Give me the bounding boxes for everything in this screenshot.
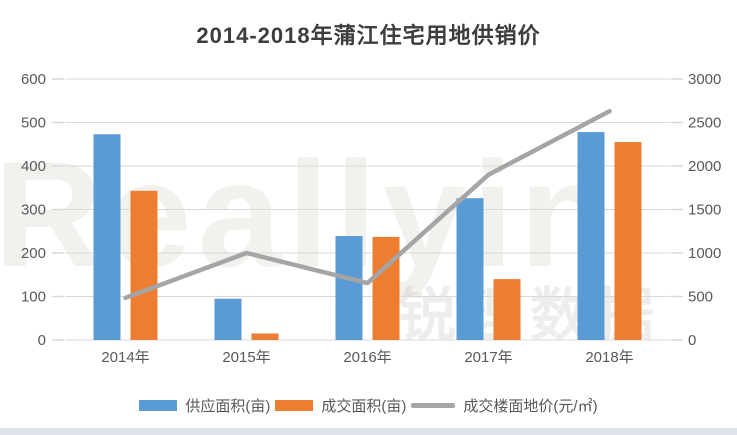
bar-deal-2016年 <box>372 236 400 340</box>
legend-item-floor-price: 成交楼面地价(元/㎡) <box>411 395 598 416</box>
x-axis-label-2016年: 2016年 <box>343 349 391 366</box>
right-axis-label: 1000 <box>688 245 721 262</box>
bottom-strip <box>0 428 737 435</box>
legend-swatch-floor-price <box>411 403 456 408</box>
legend-label-floor-price: 成交楼面地价(元/㎡) <box>463 398 598 415</box>
right-axis-label: 2500 <box>688 115 721 132</box>
x-axis-label-2015年: 2015年 <box>222 349 270 366</box>
right-axis-label: 1500 <box>688 202 721 219</box>
left-axis-label: 0 <box>38 332 46 349</box>
legend-swatch-supply-area <box>139 400 178 411</box>
legend-label-supply-area: 供应面积(亩) <box>185 398 271 415</box>
left-axis-label: 200 <box>21 245 46 262</box>
right-axis-label: 3000 <box>688 71 721 88</box>
legend: 供应面积(亩) 成交面积(亩) 成交楼面地价(元/㎡) <box>0 395 737 416</box>
bar-supply-2017年 <box>456 198 484 340</box>
bar-deal-2017年 <box>493 279 521 340</box>
left-axis-label: 300 <box>21 202 46 219</box>
chart-title: 2014-2018年蒲江住宅用地供销价 <box>196 23 541 48</box>
left-axis-label: 600 <box>21 71 46 88</box>
x-axis-label-2017年: 2017年 <box>464 349 512 366</box>
bar-supply-2018年 <box>577 132 605 340</box>
bar-deal-2014年 <box>130 190 158 340</box>
x-axis-label-2014年: 2014年 <box>101 349 149 366</box>
legend-label-deal-area: 成交面积(亩) <box>321 398 407 415</box>
bar-supply-2015年 <box>214 298 242 340</box>
bar-deal-2018年 <box>614 142 642 340</box>
legend-swatch-deal-area <box>275 400 314 411</box>
right-axis-label: 2000 <box>688 158 721 175</box>
x-axis-label-2018年: 2018年 <box>585 349 633 366</box>
bar-supply-2014年 <box>93 134 121 340</box>
legend-item-deal-area: 成交面积(亩) <box>275 395 406 416</box>
legend-item-supply-area: 供应面积(亩) <box>139 395 270 416</box>
right-axis-label: 500 <box>688 289 713 306</box>
left-axis-label: 400 <box>21 158 46 175</box>
bar-deal-2015年 <box>251 333 279 340</box>
right-axis-label: 0 <box>688 332 696 349</box>
left-axis-label: 100 <box>21 289 46 306</box>
floor-price-line <box>123 108 612 301</box>
bar-supply-2016年 <box>335 236 363 340</box>
left-axis-label: 500 <box>21 115 46 132</box>
